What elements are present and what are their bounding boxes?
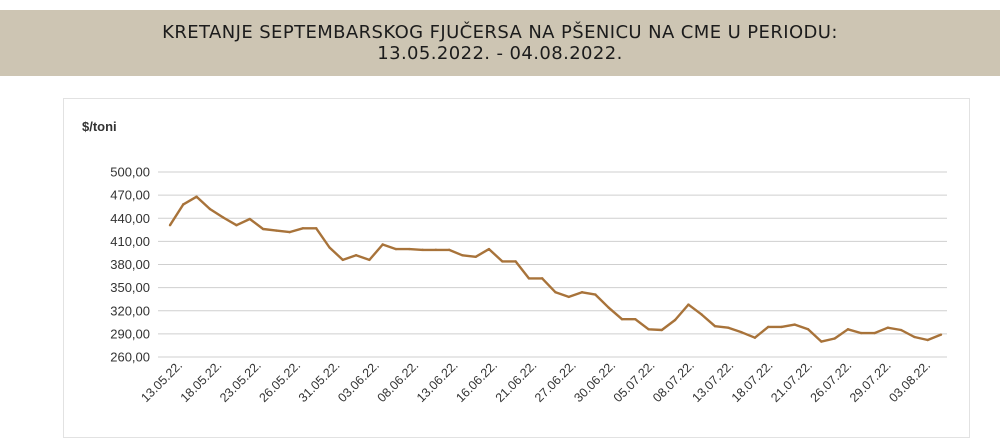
x-tick-label: 18.05.22.: [178, 358, 225, 405]
x-tick-label: 27.06.22.: [532, 358, 579, 405]
data-point: [793, 323, 796, 326]
data-point: [753, 336, 757, 339]
data-point: [660, 328, 664, 332]
y-tick-label: 380,00: [110, 257, 150, 272]
y-axis-ticks: 500,00 470,00 440,00 410,00 380,00 350,00 320,…: [110, 165, 150, 365]
data-point: [780, 325, 783, 329]
data-point: [860, 331, 863, 335]
data-point: [727, 326, 730, 329]
x-tick-label: 16.06.22.: [453, 358, 500, 405]
y-tick-label: 440,00: [110, 211, 150, 226]
data-point: [700, 313, 703, 316]
data-point: [926, 338, 929, 342]
y-axis-unit-label: $/toni: [82, 119, 117, 134]
x-tick-label: 21.07.22.: [768, 358, 815, 405]
data-point: [328, 246, 331, 249]
data-point: [886, 326, 890, 329]
data-point: [820, 340, 823, 343]
data-point: [567, 295, 570, 299]
data-point: [913, 335, 916, 339]
data-point: [235, 223, 238, 227]
x-tick-label: 26.07.22.: [808, 358, 855, 405]
y-tick-label: 500,00: [110, 165, 150, 180]
gridlines: [158, 171, 947, 358]
data-point: [408, 247, 411, 251]
data-point: [647, 328, 650, 331]
data-point: [474, 255, 477, 258]
x-tick-label: 23.05.22.: [217, 358, 264, 405]
x-tick-label: 30.06.22.: [571, 358, 618, 405]
x-tick-label: 18.07.22.: [729, 358, 776, 405]
data-point: [487, 247, 491, 251]
y-tick-label: 470,00: [110, 188, 150, 203]
data-point: [899, 328, 903, 332]
data-point: [195, 195, 198, 198]
x-tick-label: 08.06.22.: [375, 358, 422, 405]
data-point: [806, 328, 810, 331]
data-point: [514, 260, 517, 263]
chart-frame: [63, 98, 970, 438]
data-point: [341, 258, 345, 262]
data-point: [620, 318, 624, 321]
x-tick-label: 13.06.22.: [414, 358, 461, 405]
x-tick-label: 05.07.22.: [611, 358, 658, 405]
title-banner: KRETANJE SEPTEMBARSKOG FJUČERSA NA PŠENI…: [0, 10, 1000, 76]
x-tick-label: 26.05.22.: [256, 358, 303, 405]
y-tick-label: 290,00: [110, 326, 150, 341]
data-point: [394, 247, 398, 251]
data-point: [421, 248, 424, 252]
data-point: [607, 306, 610, 309]
x-tick-label: 21.06.22.: [493, 358, 540, 405]
x-tick-label: 13.05.22.: [138, 358, 185, 405]
data-point: [315, 227, 318, 230]
data-point: [846, 328, 850, 331]
data-point: [673, 318, 677, 322]
data-point: [580, 291, 584, 294]
data-point: [766, 325, 770, 329]
data-point: [354, 254, 358, 257]
x-tick-label: 08.07.22.: [650, 358, 697, 405]
data-point: [541, 277, 544, 280]
x-tick-label: 13.07.22.: [690, 358, 737, 405]
data-point: [527, 277, 531, 280]
data-point: [634, 318, 637, 321]
data-point: [208, 207, 212, 211]
data-point: [368, 258, 371, 262]
data-point: [288, 230, 291, 234]
data-point: [381, 243, 384, 246]
data-point: [221, 216, 225, 219]
data-point: [594, 293, 597, 296]
data-point: [434, 248, 438, 252]
x-axis-ticks: 13.05.22.18.05.22.23.05.22.26.05.22.31.0…: [138, 358, 933, 405]
data-point: [301, 227, 305, 230]
data-point: [261, 227, 265, 231]
data-point: [740, 331, 743, 334]
chart-title-line2: 13.05.2022. - 04.08.2022.: [377, 43, 623, 64]
data-point: [248, 217, 251, 221]
data-point: [275, 229, 278, 232]
data-point: [182, 203, 185, 206]
x-tick-label: 03.06.22.: [335, 358, 382, 405]
data-point: [168, 223, 172, 227]
data-point: [713, 324, 717, 328]
x-tick-label: 29.07.22.: [847, 358, 894, 405]
x-tick-label: 31.05.22.: [296, 358, 343, 405]
data-point: [939, 333, 943, 336]
data-point: [833, 337, 836, 340]
y-tick-label: 350,00: [110, 280, 150, 295]
y-tick-label: 260,00: [110, 350, 150, 365]
data-point: [501, 260, 504, 263]
data-point: [447, 248, 451, 252]
data-point: [687, 303, 690, 306]
data-point: [461, 254, 464, 257]
x-tick-label: 03.08.22.: [886, 358, 933, 405]
y-tick-label: 320,00: [110, 303, 150, 318]
chart-title-line1: KRETANJE SEPTEMBARSKOG FJUČERSA NA PŠENI…: [162, 22, 838, 43]
y-tick-label: 410,00: [110, 234, 150, 249]
data-point: [873, 331, 876, 335]
data-point: [554, 291, 557, 294]
series-group: [168, 195, 943, 343]
